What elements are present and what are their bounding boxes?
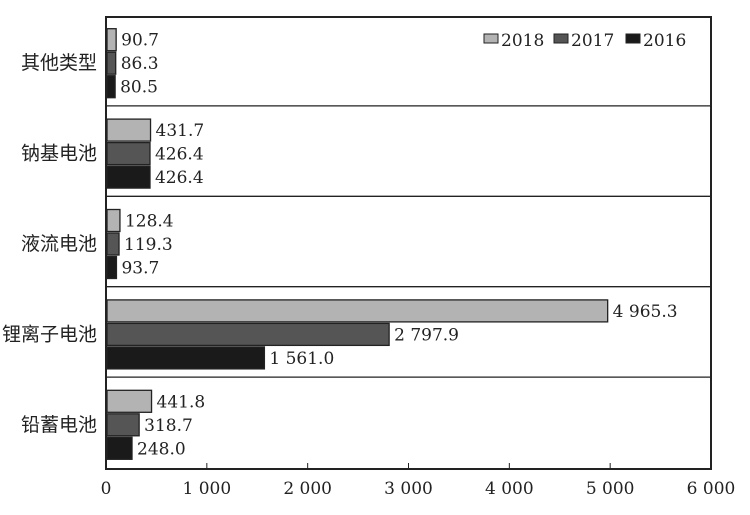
category-label: 其他类型 <box>21 52 97 74</box>
value-label: 441.8 <box>157 392 206 412</box>
value-label: 1 561.0 <box>269 349 334 369</box>
value-label: 2 797.9 <box>394 325 459 345</box>
x-tick-label: 2 000 <box>283 479 332 499</box>
bar-2017 <box>106 413 140 437</box>
legend-label: 2017 <box>571 31 614 51</box>
bar-2016 <box>106 436 133 460</box>
value-label: 128.4 <box>125 212 174 232</box>
legend-label: 2016 <box>643 31 686 51</box>
bar-2018 <box>106 118 152 142</box>
value-label: 80.5 <box>120 78 158 98</box>
value-label: 90.7 <box>121 31 159 51</box>
x-axis: 0 1 000 2 000 3 000 4 000 5 000 6 000 <box>101 463 736 499</box>
category-label: 液流电池 <box>21 233 97 255</box>
legend-swatch-2018 <box>483 33 499 44</box>
bar-2018 <box>106 208 121 233</box>
category-label: 钠基电池 <box>21 143 97 165</box>
bar-2017 <box>106 51 117 75</box>
bar-2017 <box>106 322 390 347</box>
bar-2017 <box>106 232 120 256</box>
category-label: 铅蓄电池 <box>21 414 97 436</box>
bar-2018 <box>106 28 117 52</box>
x-tick-label: 6 000 <box>687 479 736 499</box>
legend-swatch-2016 <box>625 33 641 44</box>
legend: 2018 2017 2016 <box>483 31 686 51</box>
value-label: 431.7 <box>156 121 205 141</box>
bar-2018 <box>106 389 153 413</box>
x-tick-label: 1 000 <box>182 479 231 499</box>
legend-label: 2018 <box>501 31 544 51</box>
value-label: 86.3 <box>121 54 159 74</box>
bar-2018 <box>106 299 609 323</box>
value-label: 426.4 <box>155 145 204 165</box>
x-tick-label: 5 000 <box>586 479 635 499</box>
x-tick-label: 3 000 <box>384 479 433 499</box>
bar-2016 <box>106 75 116 99</box>
bar-2016 <box>106 346 266 370</box>
x-tick-label: 4 000 <box>485 479 534 499</box>
value-label: 318.7 <box>144 416 193 436</box>
legend-swatch-2017 <box>553 33 569 44</box>
value-label: 248.0 <box>137 439 186 459</box>
bar-2017 <box>106 141 151 166</box>
bar-2016 <box>106 165 151 189</box>
value-label: 426.4 <box>155 168 204 188</box>
value-label: 93.7 <box>121 259 159 279</box>
bars: 90.7 86.3 80.5 431.7 426.4 426.4 128.4 119.3 93.… <box>106 28 678 460</box>
value-label: 4 965.3 <box>613 302 678 322</box>
category-label: 锂离子电池 <box>2 323 97 345</box>
bar-2016 <box>106 255 118 280</box>
value-label: 119.3 <box>124 235 173 255</box>
x-tick-label: 0 <box>101 479 112 499</box>
